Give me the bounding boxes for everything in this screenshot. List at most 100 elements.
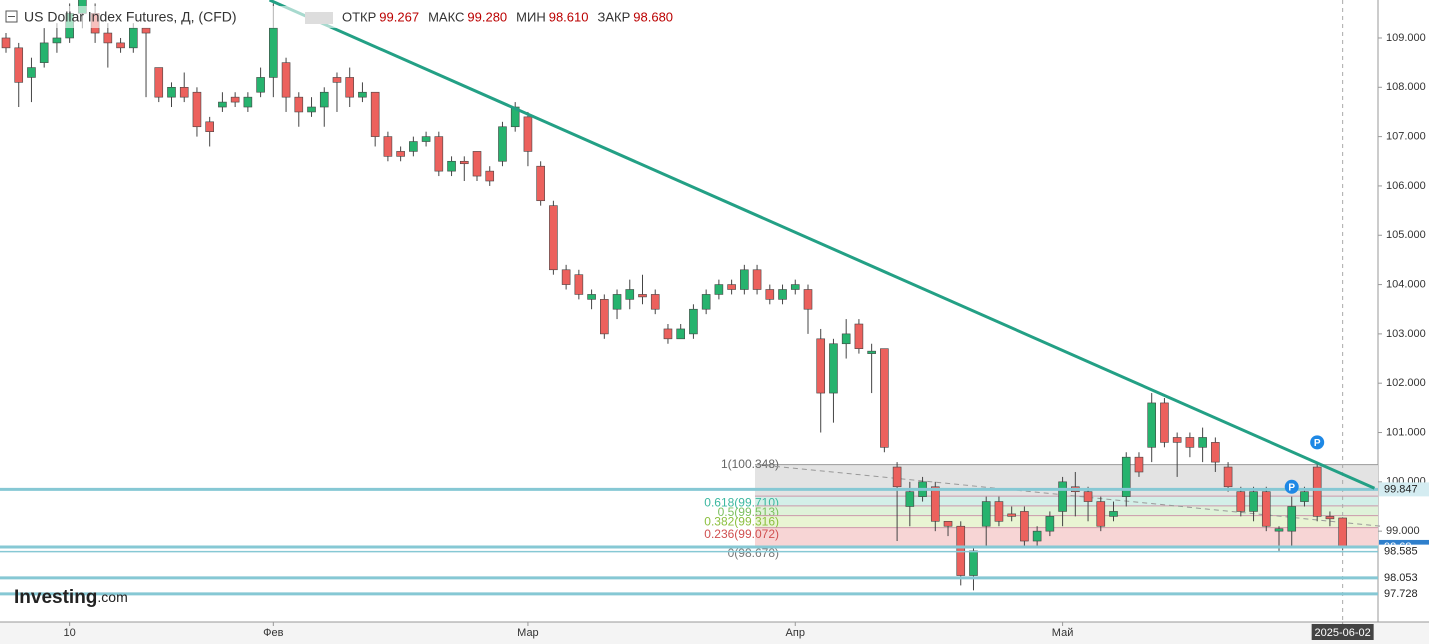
x-tick-label: Май bbox=[1052, 627, 1074, 639]
candle-body bbox=[294, 96, 304, 113]
fib-band bbox=[755, 527, 1378, 548]
candle-body bbox=[854, 323, 864, 349]
fib-band bbox=[755, 515, 1378, 528]
candle-body bbox=[1198, 437, 1207, 448]
settings-icon[interactable] bbox=[305, 12, 333, 24]
watermark: Investing.com bbox=[14, 587, 128, 608]
candle-body bbox=[650, 294, 660, 310]
candle-body bbox=[600, 299, 609, 335]
y-tick-label: 103.000 bbox=[1386, 328, 1426, 340]
candle-body bbox=[1287, 506, 1297, 532]
candle-body bbox=[536, 165, 545, 202]
candle-body bbox=[1249, 491, 1258, 512]
candle-body bbox=[778, 289, 787, 300]
y-tick-label: 108.000 bbox=[1386, 81, 1426, 93]
candle-body bbox=[319, 91, 329, 108]
y-tick-label: 105.000 bbox=[1386, 229, 1426, 241]
candle-body bbox=[1058, 481, 1067, 512]
ohlc-legend: ОТКР 99.267 МАКС 99.280 МИН 98.610 ЗАКР 98.680 bbox=[342, 9, 673, 24]
candle-body bbox=[14, 47, 24, 83]
y-tick-label: 107.000 bbox=[1386, 131, 1426, 143]
time-axis bbox=[0, 622, 1429, 644]
candle-body bbox=[383, 136, 393, 157]
trendline bbox=[268, 0, 1376, 490]
candle-body bbox=[790, 284, 800, 290]
collapse-icon bbox=[5, 10, 18, 23]
fib-label: 0(98.678) bbox=[728, 546, 779, 560]
candle-body bbox=[358, 91, 367, 98]
candle-body bbox=[256, 77, 265, 93]
candle-body bbox=[1109, 511, 1118, 517]
candle-body bbox=[396, 151, 405, 157]
candle-body bbox=[1083, 491, 1093, 502]
candle-body bbox=[981, 501, 991, 527]
y-tick-label: 99.000 bbox=[1386, 525, 1420, 537]
candle-body bbox=[1134, 456, 1144, 473]
x-label-bg bbox=[1311, 624, 1374, 640]
candle-body bbox=[905, 491, 915, 507]
candle-body bbox=[574, 274, 584, 295]
candle-body bbox=[752, 269, 762, 290]
candle-body bbox=[1325, 516, 1335, 520]
candle-body bbox=[370, 91, 380, 137]
candle-body bbox=[523, 116, 533, 152]
candle-body bbox=[154, 67, 164, 98]
candle-body bbox=[612, 294, 622, 310]
candle-body bbox=[765, 289, 775, 300]
watermark-brand: Investing bbox=[14, 587, 97, 608]
candle-body bbox=[561, 269, 571, 285]
candle-body bbox=[434, 136, 444, 172]
candle-body bbox=[1045, 516, 1055, 532]
candle-body bbox=[1096, 501, 1106, 527]
level-label-bg bbox=[1379, 586, 1429, 601]
candle-body bbox=[1147, 402, 1156, 448]
fib-label: 0.382(99.316) bbox=[704, 515, 779, 529]
candle-body bbox=[1121, 456, 1131, 497]
candle-body bbox=[943, 520, 953, 527]
candle-body bbox=[701, 294, 711, 310]
y-tick-label: 106.000 bbox=[1386, 180, 1426, 192]
candle-body bbox=[663, 328, 673, 340]
candle-body bbox=[803, 289, 813, 310]
fib-label: 1(100.348) bbox=[721, 457, 779, 471]
candle-body bbox=[1223, 466, 1233, 488]
candle-body bbox=[727, 284, 736, 290]
dashed-line bbox=[757, 464, 1381, 527]
level-label-bg bbox=[1379, 544, 1429, 559]
candle-body bbox=[345, 77, 355, 98]
candle-body bbox=[1020, 511, 1029, 542]
candle-body bbox=[816, 338, 826, 394]
candle-body bbox=[269, 27, 278, 78]
x-tick-label: 2025-06-02 bbox=[1315, 627, 1371, 639]
y-tick-label: 104.000 bbox=[1386, 278, 1426, 290]
candle-body bbox=[625, 289, 635, 300]
candle-body bbox=[192, 91, 202, 128]
x-tick-label: Мар bbox=[517, 627, 539, 639]
candle-body bbox=[969, 550, 978, 576]
marker bbox=[1310, 435, 1325, 450]
candle-body bbox=[332, 77, 342, 83]
candle-body bbox=[459, 160, 469, 165]
candle-body bbox=[103, 32, 113, 44]
candle-body bbox=[930, 486, 940, 522]
level-label-bg bbox=[1379, 482, 1429, 497]
legend-value: 98.680 bbox=[633, 9, 673, 24]
candle-body bbox=[676, 328, 685, 340]
candle-body bbox=[141, 27, 151, 34]
candle-body bbox=[1338, 517, 1347, 548]
legend-value: 98.610 bbox=[549, 9, 589, 24]
candle-body bbox=[994, 501, 1004, 522]
candle-body bbox=[1185, 437, 1195, 448]
level-label: 97.728 bbox=[1384, 588, 1418, 600]
candle-body bbox=[447, 160, 456, 172]
candle-body bbox=[880, 348, 889, 448]
level-label: 98.053 bbox=[1384, 572, 1418, 584]
x-tick-label: 10 bbox=[64, 627, 76, 639]
candle-body bbox=[740, 269, 749, 290]
candle-body bbox=[689, 308, 698, 335]
candle-body bbox=[218, 101, 227, 108]
candle-body bbox=[1261, 491, 1271, 527]
candle-body bbox=[1160, 402, 1169, 443]
candle-body bbox=[243, 96, 253, 108]
